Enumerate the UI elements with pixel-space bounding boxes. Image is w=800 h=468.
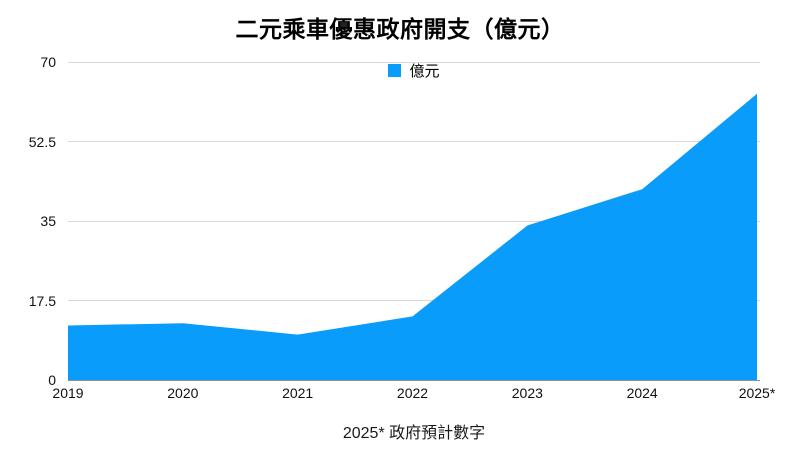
legend: 億元 [68, 60, 760, 81]
area-series-shape [68, 93, 757, 381]
y-axis-tick-label: 0 [48, 372, 56, 388]
y-gridline [68, 61, 760, 63]
y-axis-tick-label: 35 [40, 213, 56, 229]
legend-swatch-icon [388, 64, 402, 77]
y-gridline [68, 300, 760, 301]
x-axis-tick-label: 2019 [52, 385, 84, 401]
x-axis-tick-label: 2024 [626, 385, 658, 401]
x-axis-tick-label: 2020 [167, 385, 199, 401]
chart-title: 二元乘車優惠政府開支（億元） [235, 16, 565, 42]
x-axis-line [68, 380, 760, 381]
footnote: 2025* 政府預計數字 [342, 425, 486, 442]
x-axis-tick-label: 2023 [511, 385, 543, 401]
y-axis-tick-label: 17.5 [28, 292, 56, 309]
y-axis-tick-label: 52.5 [28, 133, 56, 150]
x-axis-tick-label: 2022 [396, 385, 429, 401]
y-gridline [68, 141, 760, 142]
y-axis-tick-label: 70 [40, 54, 56, 70]
y-gridline [68, 220, 760, 222]
x-axis-tick-label: 2025* [738, 385, 776, 401]
legend-label: 億元 [409, 63, 440, 80]
x-axis-tick-label: 2021 [282, 385, 314, 401]
